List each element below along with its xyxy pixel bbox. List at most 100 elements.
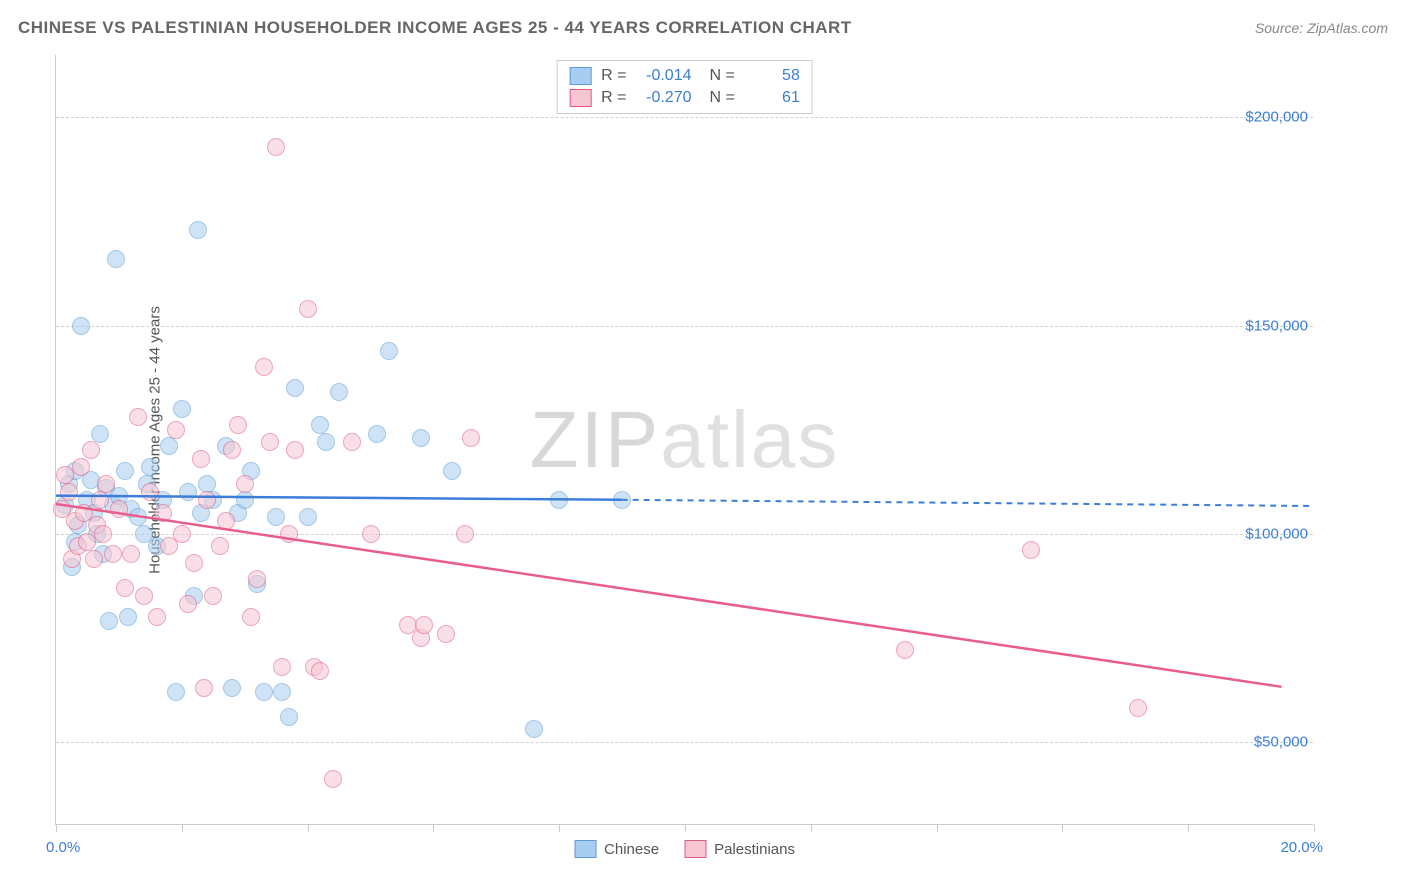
x-axis-max-label: 20.0% bbox=[1280, 839, 1323, 856]
data-point-palestinians bbox=[192, 450, 210, 468]
data-point-palestinians bbox=[122, 545, 140, 563]
data-point-chinese bbox=[189, 221, 207, 239]
data-point-chinese bbox=[267, 508, 285, 526]
data-point-chinese bbox=[173, 400, 191, 418]
data-point-chinese bbox=[280, 708, 298, 726]
x-axis-min-label: 0.0% bbox=[46, 839, 80, 856]
data-point-palestinians bbox=[204, 587, 222, 605]
data-point-palestinians bbox=[97, 475, 115, 493]
data-point-palestinians bbox=[179, 595, 197, 613]
data-point-palestinians bbox=[415, 616, 433, 634]
data-point-palestinians bbox=[141, 483, 159, 501]
chart-title: CHINESE VS PALESTINIAN HOUSEHOLDER INCOM… bbox=[18, 18, 852, 38]
data-point-palestinians bbox=[896, 641, 914, 659]
data-point-palestinians bbox=[1129, 699, 1147, 717]
data-point-palestinians bbox=[324, 770, 342, 788]
x-tick bbox=[685, 824, 686, 832]
legend-n-value: 61 bbox=[745, 89, 800, 107]
data-point-palestinians bbox=[223, 441, 241, 459]
y-tick-label: $200,000 bbox=[1245, 109, 1308, 126]
data-point-chinese bbox=[72, 317, 90, 335]
legend-r-value: -0.014 bbox=[637, 67, 692, 85]
data-point-palestinians bbox=[462, 429, 480, 447]
data-point-palestinians bbox=[85, 550, 103, 568]
data-point-chinese bbox=[330, 383, 348, 401]
data-point-palestinians bbox=[167, 421, 185, 439]
correlation-legend: R =-0.014N =58R =-0.270N =61 bbox=[556, 60, 813, 114]
trend-line-extrapolated-chinese bbox=[622, 500, 1313, 506]
legend-series-palestinians: Palestinians bbox=[684, 840, 795, 858]
x-tick bbox=[1062, 824, 1063, 832]
legend-swatch bbox=[569, 89, 591, 107]
x-tick bbox=[308, 824, 309, 832]
data-point-palestinians bbox=[116, 579, 134, 597]
plot-area: ZIPatlas Householder Income Ages 25 - 44… bbox=[55, 55, 1313, 825]
data-point-chinese bbox=[550, 491, 568, 509]
data-point-chinese bbox=[443, 462, 461, 480]
gridline bbox=[56, 117, 1313, 118]
data-point-chinese bbox=[91, 425, 109, 443]
source-label: Source: ZipAtlas.com bbox=[1255, 20, 1388, 36]
data-point-chinese bbox=[368, 425, 386, 443]
data-point-chinese bbox=[223, 679, 241, 697]
data-point-chinese bbox=[116, 462, 134, 480]
x-tick bbox=[433, 824, 434, 832]
data-point-palestinians bbox=[286, 441, 304, 459]
data-point-palestinians bbox=[148, 608, 166, 626]
data-point-palestinians bbox=[437, 625, 455, 643]
data-point-palestinians bbox=[1022, 541, 1040, 559]
watermark: ZIPatlas bbox=[530, 394, 839, 486]
legend-series-label: Palestinians bbox=[714, 841, 795, 858]
data-point-palestinians bbox=[198, 491, 216, 509]
data-point-palestinians bbox=[195, 679, 213, 697]
data-point-chinese bbox=[380, 342, 398, 360]
data-point-chinese bbox=[141, 458, 159, 476]
y-tick-label: $100,000 bbox=[1245, 525, 1308, 542]
data-point-palestinians bbox=[267, 138, 285, 156]
data-point-palestinians bbox=[273, 658, 291, 676]
data-point-chinese bbox=[525, 720, 543, 738]
legend-r-label: R = bbox=[601, 89, 626, 107]
data-point-palestinians bbox=[456, 525, 474, 543]
legend-n-label: N = bbox=[710, 67, 735, 85]
legend-n-label: N = bbox=[710, 89, 735, 107]
legend-swatch bbox=[569, 67, 591, 85]
data-point-palestinians bbox=[280, 525, 298, 543]
trend-line-palestinians bbox=[56, 504, 1282, 687]
data-point-chinese bbox=[311, 416, 329, 434]
legend-swatch bbox=[684, 840, 706, 858]
x-tick bbox=[937, 824, 938, 832]
x-tick bbox=[1314, 824, 1315, 832]
data-point-palestinians bbox=[135, 587, 153, 605]
x-tick bbox=[811, 824, 812, 832]
trend-line-chinese bbox=[56, 496, 622, 500]
data-point-palestinians bbox=[242, 608, 260, 626]
legend-correlation-row-palestinians: R = -0.270 N = 61 bbox=[569, 87, 800, 109]
data-point-palestinians bbox=[72, 458, 90, 476]
y-tick-label: $150,000 bbox=[1245, 317, 1308, 334]
x-tick bbox=[56, 824, 57, 832]
legend-r-value: -0.270 bbox=[637, 89, 692, 107]
data-point-palestinians bbox=[129, 408, 147, 426]
legend-correlation-row-chinese: R =-0.014N =58 bbox=[569, 65, 800, 87]
data-point-chinese bbox=[179, 483, 197, 501]
x-tick bbox=[182, 824, 183, 832]
data-point-palestinians bbox=[255, 358, 273, 376]
data-point-palestinians bbox=[248, 570, 266, 588]
data-point-chinese bbox=[160, 437, 178, 455]
y-tick-label: $50,000 bbox=[1254, 733, 1308, 750]
data-point-palestinians bbox=[104, 545, 122, 563]
data-point-palestinians bbox=[229, 416, 247, 434]
data-point-chinese bbox=[412, 429, 430, 447]
data-point-palestinians bbox=[311, 662, 329, 680]
data-point-palestinians bbox=[94, 525, 112, 543]
data-point-chinese bbox=[317, 433, 335, 451]
x-tick bbox=[1188, 824, 1189, 832]
data-point-palestinians bbox=[299, 300, 317, 318]
data-point-chinese bbox=[198, 475, 216, 493]
data-point-chinese bbox=[613, 491, 631, 509]
legend-series-chinese: Chinese bbox=[574, 840, 659, 858]
gridline bbox=[56, 326, 1313, 327]
data-point-palestinians bbox=[236, 475, 254, 493]
data-point-palestinians bbox=[154, 504, 172, 522]
